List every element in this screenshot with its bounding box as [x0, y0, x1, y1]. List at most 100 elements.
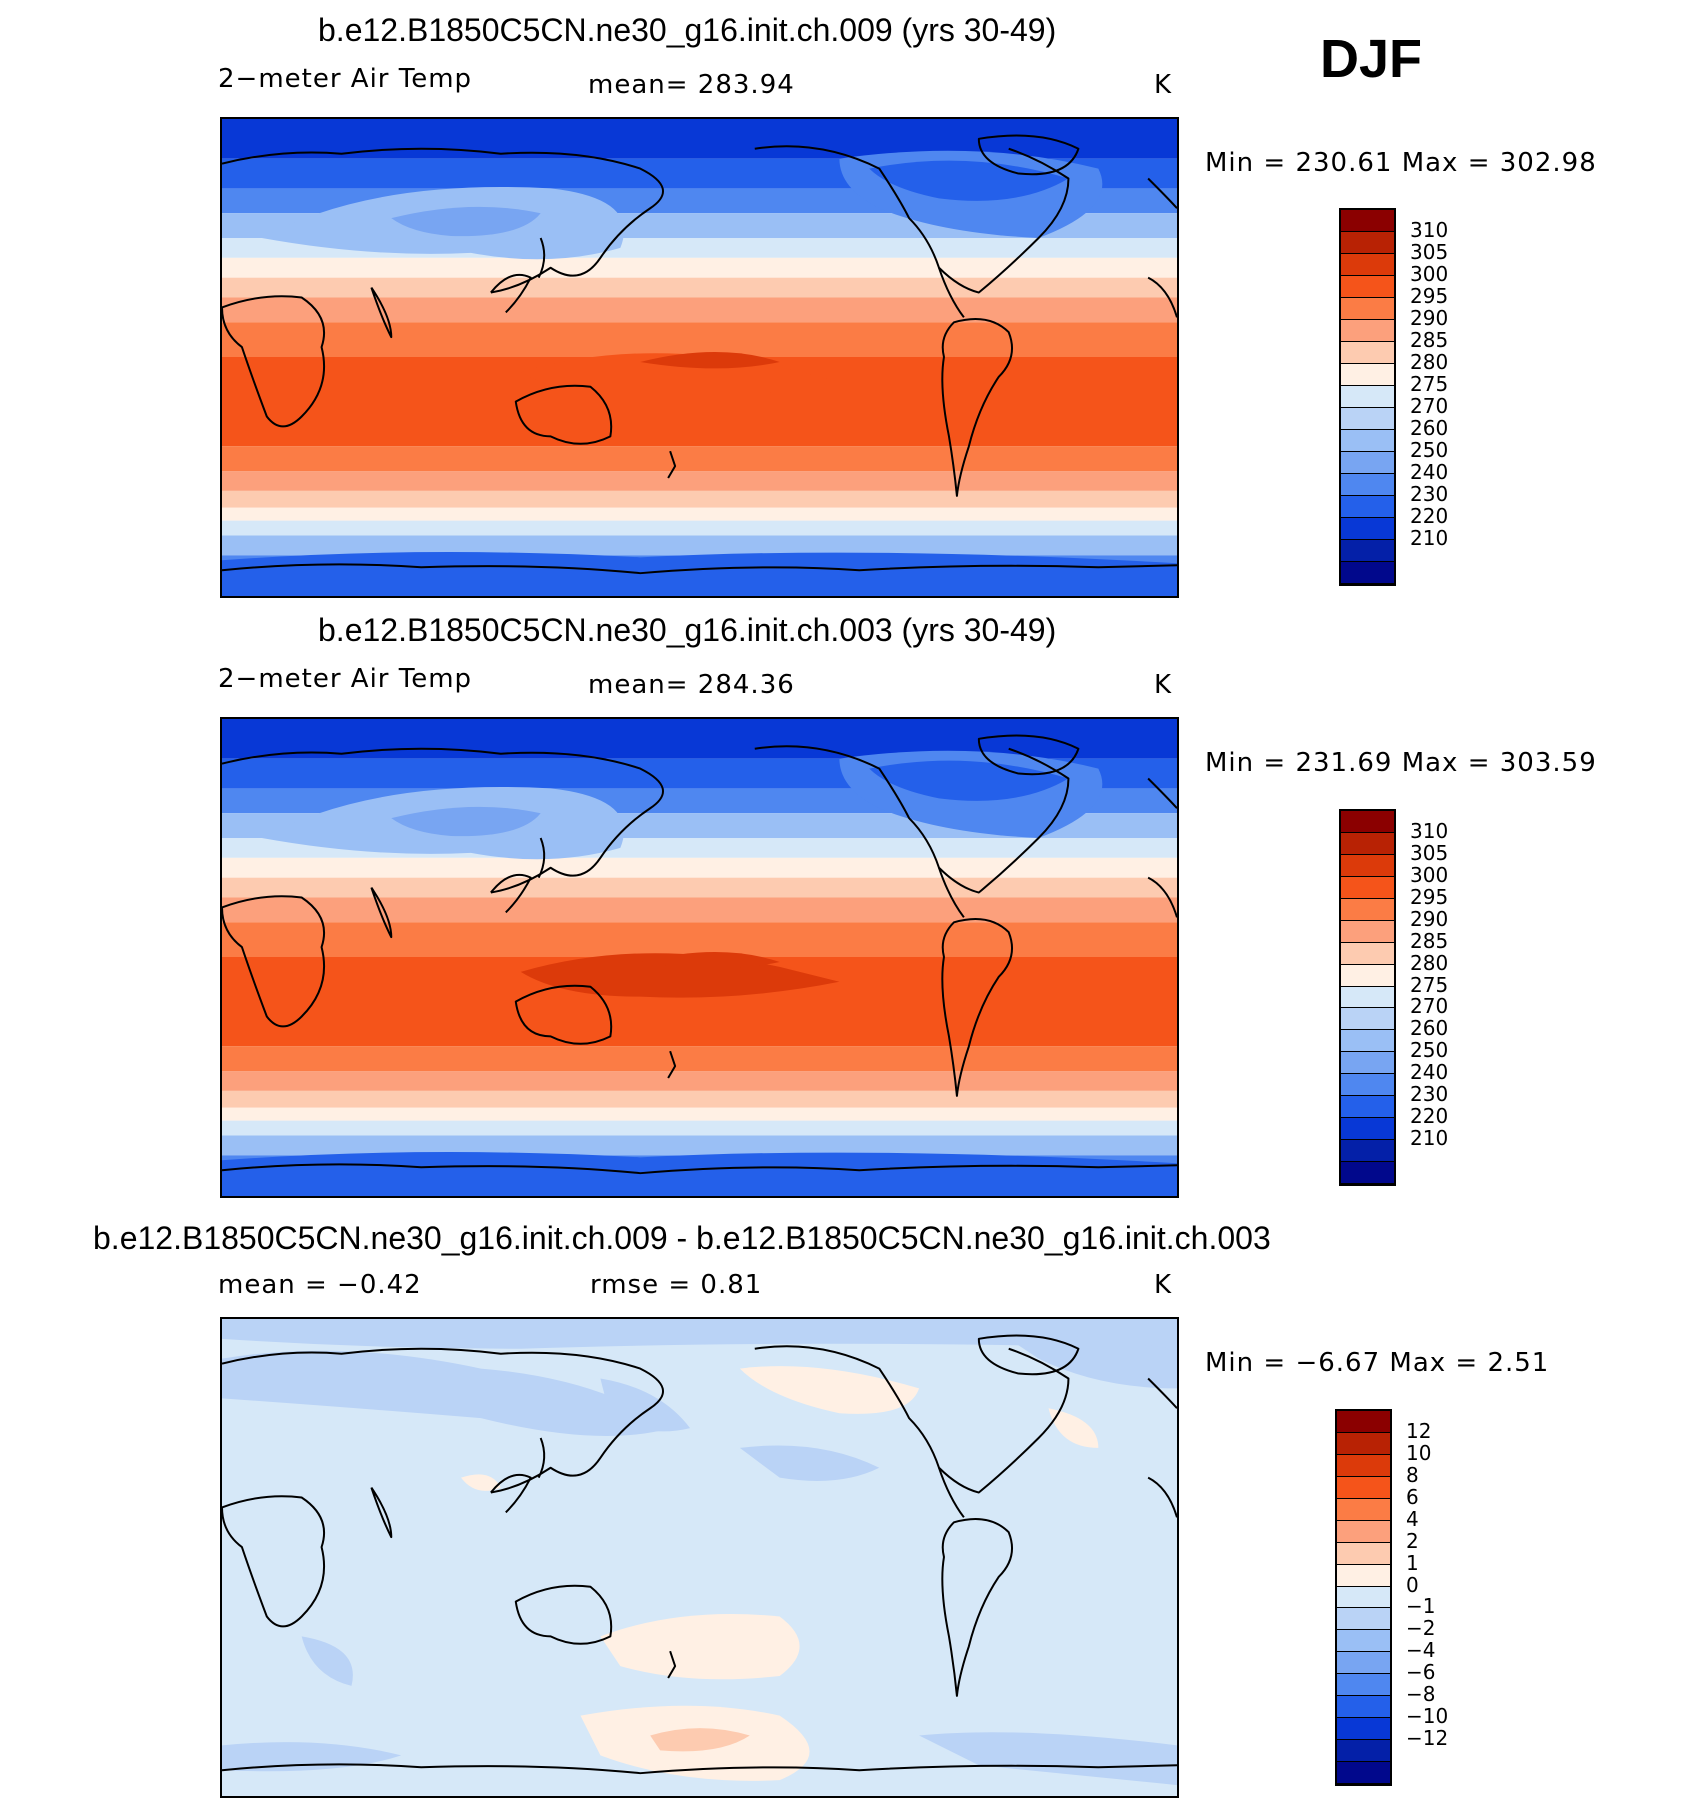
temperature-band	[222, 471, 1177, 491]
coastline	[514, 1584, 613, 1645]
temperature-band	[222, 1071, 1177, 1091]
colorbar-swatch	[1341, 1140, 1394, 1163]
temperature-band	[222, 1107, 1177, 1121]
colorbar-tick-label: 280	[1410, 350, 1449, 374]
warm-pool-core	[640, 952, 780, 969]
colorbar-tick-label: 6	[1406, 1484, 1419, 1509]
colorbar-tick-label: 295	[1410, 284, 1449, 308]
colorbar-swatch	[1341, 832, 1394, 855]
panel1-colorbar	[1339, 208, 1396, 586]
colorbar-swatch	[1341, 1096, 1394, 1119]
colorbar-tick-label: 285	[1410, 328, 1449, 352]
colorbar-swatch	[1337, 1608, 1390, 1631]
colorbar-swatch	[1341, 942, 1394, 965]
colorbar-swatch	[1341, 210, 1394, 232]
temperature-band	[222, 297, 1177, 323]
temperature-band	[222, 1120, 1177, 1136]
cold-antarctica	[222, 552, 1177, 596]
colorbar-swatch	[1341, 540, 1394, 562]
colorbar-swatch	[1341, 276, 1394, 298]
colorbar-swatch	[1337, 1740, 1390, 1763]
temperature-band	[222, 277, 1177, 298]
coastline	[222, 1163, 1177, 1175]
panel2-colorbar	[1339, 809, 1396, 1186]
colorbar-tick-label: 240	[1410, 460, 1449, 484]
colorbar-tick-label: 305	[1410, 240, 1449, 264]
diff-cool-region	[222, 1350, 671, 1437]
colorbar-swatch	[1337, 1432, 1390, 1455]
temperature-band	[222, 1090, 1177, 1108]
colorbar-tick-label: 210	[1410, 1126, 1449, 1151]
colorbar-swatch	[1337, 1542, 1390, 1565]
colorbar-tick-label: 280	[1410, 950, 1449, 975]
diff-cool-region	[600, 1378, 691, 1432]
colorbar-swatch	[1341, 342, 1394, 364]
colorbar-swatch	[1341, 386, 1394, 408]
temperature-band	[222, 446, 1177, 472]
coastline	[754, 745, 1070, 894]
colorbar-swatch	[1341, 474, 1394, 496]
colorbar-tick-label: −4	[1406, 1638, 1436, 1663]
colorbar-swatch	[1341, 408, 1394, 430]
colorbar-tick-label: 250	[1410, 1038, 1449, 1063]
colorbar-tick-label: −10	[1406, 1704, 1449, 1729]
colorbar-tick-label: 270	[1410, 994, 1449, 1019]
coastline	[938, 1467, 965, 1518]
colorbar-tick-label: 290	[1410, 906, 1449, 931]
colorbar-swatch	[1341, 854, 1394, 877]
temperature-band	[222, 922, 1177, 958]
colorbar-tick-label: 230	[1410, 1082, 1449, 1107]
panel3-rmse: rmse = 0.81	[590, 1270, 763, 1300]
coastline	[941, 318, 1013, 497]
coastline	[537, 1437, 546, 1479]
diff-warm-region	[1048, 1408, 1099, 1448]
colorbar-tick-label: 260	[1410, 1016, 1449, 1041]
colorbar-swatch	[1341, 562, 1394, 584]
coastline	[222, 1495, 326, 1628]
cold-siberia	[391, 206, 541, 237]
temperature-band	[222, 535, 1177, 556]
panel1-mean-label: mean= 283.94	[588, 70, 795, 100]
temperature-band	[222, 507, 1177, 521]
colorbar-swatch	[1337, 1498, 1390, 1521]
panel1-title: b.e12.B1850C5CN.ne30_g16.init.ch.009 (yr…	[318, 12, 1057, 48]
season-label: DJF	[1320, 29, 1423, 89]
colorbar-tick-label: 270	[1410, 394, 1449, 418]
coastline	[667, 450, 677, 479]
colorbar-tick-label: 1	[1406, 1550, 1419, 1575]
colorbar-swatch	[1341, 920, 1394, 943]
diff-cool-region	[919, 1732, 1177, 1786]
coastline	[1147, 177, 1177, 209]
colorbar-tick-label: 220	[1410, 504, 1449, 528]
coastline	[370, 287, 393, 339]
colorbar-tick-label: −1	[1406, 1594, 1436, 1619]
coastline	[941, 918, 1013, 1097]
coastline	[754, 1345, 1070, 1494]
coastline	[222, 563, 1177, 575]
panel3-minmax: Min = −6.67 Max = 2.51	[1205, 1348, 1550, 1378]
coastline	[667, 1650, 677, 1679]
cold-arctic	[869, 760, 1069, 801]
colorbar-swatch	[1341, 430, 1394, 452]
coastline	[222, 895, 326, 1028]
colorbar-tick-label: 250	[1410, 438, 1449, 462]
coastline	[490, 1473, 532, 1514]
temperature-band	[222, 119, 1177, 159]
colorbar-swatch	[1341, 876, 1394, 899]
coastline	[222, 747, 664, 894]
coastline	[1147, 276, 1177, 318]
colorbar-tick-label: 260	[1410, 416, 1449, 440]
panel1-minmax: Min = 230.61 Max = 302.98	[1205, 148, 1597, 178]
coastline	[1147, 1377, 1177, 1409]
colorbar-tick-label: 12	[1406, 1418, 1432, 1443]
colorbar-tick-label: 290	[1410, 306, 1449, 330]
temperature-band	[222, 322, 1177, 358]
colorbar-tick-label: 230	[1410, 482, 1449, 506]
colorbar-swatch	[1337, 1762, 1390, 1784]
diff-cool-region	[301, 1636, 353, 1686]
coastline	[514, 384, 613, 445]
coastline	[1147, 777, 1177, 809]
colorbar-swatch	[1341, 232, 1394, 254]
temperature-band	[222, 857, 1177, 878]
coastline	[977, 1334, 1080, 1376]
